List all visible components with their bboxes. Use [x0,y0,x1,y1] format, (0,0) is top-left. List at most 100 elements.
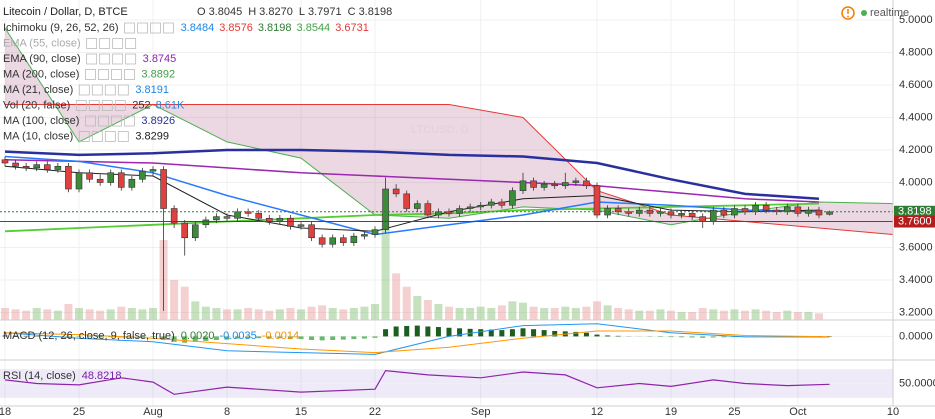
volume-bar [53,310,62,320]
y-tick-label: 50.0000 [899,377,935,389]
indicator-button [91,131,103,142]
volume-bar [349,308,358,320]
macd-histogram-bar [425,326,431,337]
volume-bar [582,306,591,320]
macd-histogram-bar [393,326,399,337]
volume-bar [603,305,612,320]
candle-body [65,165,72,190]
volume-bar [519,302,528,320]
volume-bar [698,308,707,320]
volume-bar [413,296,422,320]
macd-histogram-bar [298,336,304,340]
legend-name: MA (21, close) [3,84,73,96]
macd-histogram-bar [2,335,8,337]
volume-bar [677,312,686,320]
volume-bar [593,301,602,320]
macd-histogram-bar [679,336,685,338]
macd-histogram-bar [97,336,103,338]
indicator-button [88,100,100,111]
x-tick-label: Aug [143,406,163,418]
volume-bar [476,306,485,320]
candle-body [466,206,474,209]
y-tick-label: 0.0000 [899,330,933,342]
volume-bar [244,308,253,320]
candle-body [202,219,210,226]
candle-body [815,209,823,216]
macd-histogram-bar [213,336,219,340]
candle-body [794,206,802,214]
y-tick-label: 4.6000 [899,79,933,91]
macd-histogram-bar [256,336,262,339]
candle-body [149,169,157,172]
macd-line [4,323,830,355]
indicator-button [163,22,174,34]
volume-bar [170,280,179,320]
candle-body [54,165,62,170]
legend-value: 3.8198 [258,22,292,34]
macd-histogram-bar [150,336,156,337]
volume-bar [307,306,316,320]
watermark: LTCUSD, D [411,124,468,136]
legend-value: 0.0020 [181,330,215,342]
indicator-button [85,115,96,127]
volume-bar [149,308,158,320]
candle-body [1,159,9,164]
volume-bar [540,308,549,320]
candle-body [752,204,759,213]
candle-body [12,162,19,167]
realtime-status: realtime [870,7,909,19]
candle-body [667,211,675,216]
alert-icon [841,6,855,20]
volume-bar [804,312,813,320]
candle-body [139,170,146,180]
macd-histogram-bar [435,327,441,337]
chart-title: Litecoin / Dollar, D, BTCE [3,6,128,18]
volume-bar [75,308,84,320]
volume-bar [201,306,210,320]
volume-bar [11,309,20,320]
candle-body [498,201,506,206]
candle-body [213,216,220,221]
legend-value: 3.8299 [135,130,169,142]
candle-body [519,180,527,191]
indicator-button [117,84,129,96]
macd-histogram-bar [531,329,537,337]
legend-value: 3.8892 [141,68,175,80]
macd-histogram-bar [404,325,410,337]
macd-histogram-bar [383,329,389,337]
macd-histogram-bar [161,336,167,340]
candle-body [572,180,580,183]
x-tick-label: 25 [728,406,740,418]
volume-bar [497,305,506,320]
x-tick-label: 12 [591,406,603,418]
candle-body [96,178,104,183]
alert-icon-dot [847,15,849,18]
indicator-button [101,100,113,111]
indicator-button [85,69,96,80]
price-label-box [894,215,935,228]
macd-histogram-bar [65,336,71,338]
volume-bar [571,308,580,320]
legend-value: 3.8484 [181,22,215,34]
volume-bar [508,301,517,320]
macd-histogram-bar [224,336,230,340]
x-tick-label: 22 [369,406,381,418]
indicator-button [99,38,111,49]
candle-body [413,203,421,209]
candle-body [223,216,231,219]
macd-histogram-bar [414,325,420,337]
legend-name: Vol (20, false) [3,99,70,111]
x-tick-label: 8 [224,406,230,418]
volume-bar [223,309,232,320]
volume-bar [466,308,475,320]
candle-body [561,182,569,187]
candle-body [551,183,559,187]
volume-bar [297,309,306,320]
volume-bar [445,306,454,320]
macd-histogram-bar [340,336,346,340]
candle-body [403,193,411,209]
indicator-button [99,53,111,65]
volume-bar [191,301,200,320]
volume-bar [286,308,295,320]
volume-bar [772,312,781,320]
